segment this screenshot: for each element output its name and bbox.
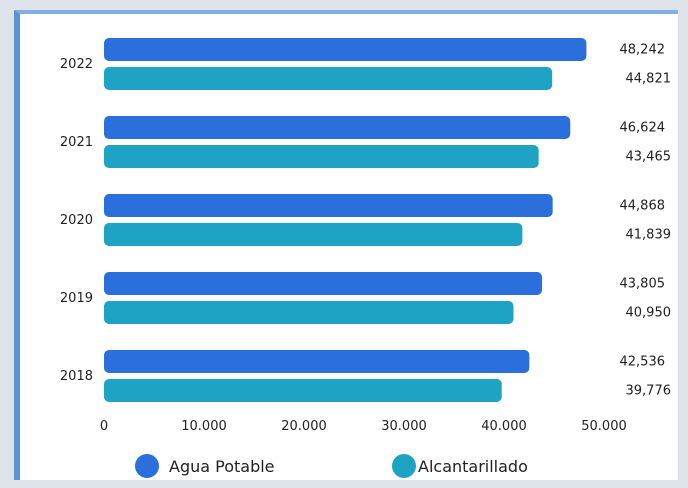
bar-alcantarillado-2022 — [104, 67, 553, 90]
data-label-agua-potable-2019: 43,805 — [620, 277, 666, 292]
x-tick-label-2: 20.000 — [281, 419, 327, 434]
x-tick-label-4: 40.000 — [481, 419, 527, 434]
bar-alcantarillado-2020 — [104, 223, 523, 246]
y-tick-label-2020: 2020 — [60, 213, 93, 228]
data-label-agua-potable-2021: 46,624 — [620, 121, 666, 136]
y-tick-label-2022: 2022 — [60, 57, 93, 72]
bar-agua-potable-2020 — [104, 194, 553, 217]
bar-agua-potable-2019 — [104, 272, 543, 295]
y-tick-label-2019: 2019 — [60, 291, 93, 306]
legend-marker-alcantarillado — [392, 454, 416, 478]
chart-frame: 2022 48,242 44,821 2021 46,624 43,465 2020 44,8… — [14, 10, 678, 480]
data-label-agua-potable-2020: 44,868 — [620, 199, 666, 214]
y-tick-label-2018: 2018 — [60, 369, 93, 384]
y-tick-label-2021: 2021 — [60, 135, 93, 150]
bar-alcantarillado-2019 — [104, 301, 514, 324]
bar-chart: 2022 48,242 44,821 2021 46,624 43,465 2020 44,8… — [60, 38, 672, 478]
data-label-agua-potable-2022: 48,242 — [620, 43, 666, 58]
legend-marker-agua-potable — [135, 454, 159, 478]
bar-alcantarillado-2021 — [104, 145, 539, 168]
x-tick-label-5: 50.000 — [581, 419, 627, 434]
legend-label-alcantarillado: Alcantarillado — [418, 457, 528, 476]
data-label-alcantarillado-2020: 41,839 — [626, 228, 672, 243]
bar-alcantarillado-2018 — [104, 379, 502, 402]
data-label-alcantarillado-2019: 40,950 — [626, 306, 672, 321]
data-label-alcantarillado-2018: 39,776 — [626, 384, 672, 399]
x-tick-label-1: 10.000 — [181, 419, 227, 434]
bar-agua-potable-2018 — [104, 350, 530, 373]
bar-agua-potable-2021 — [104, 116, 571, 139]
data-label-agua-potable-2018: 42,536 — [620, 355, 666, 370]
x-tick-label-3: 30.000 — [381, 419, 427, 434]
x-tick-label-0: 0 — [100, 419, 108, 434]
data-label-alcantarillado-2022: 44,821 — [626, 72, 672, 87]
bar-agua-potable-2022 — [104, 38, 587, 61]
data-label-alcantarillado-2021: 43,465 — [626, 150, 672, 165]
legend-label-agua-potable: Agua Potable — [169, 457, 275, 476]
